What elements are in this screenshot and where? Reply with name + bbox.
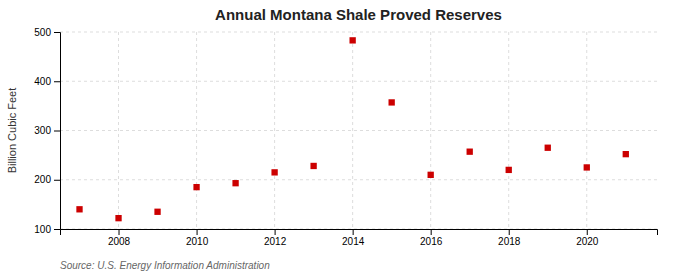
x-tick: 2010: [186, 229, 209, 247]
point: [467, 149, 473, 155]
chart: 2008 2010 2012 2014 2016 2018 2020 100 200 300 400…: [0, 0, 675, 275]
y-tick-mark: [54, 81, 60, 82]
x-grid-line: [586, 32, 587, 229]
point: [623, 151, 629, 157]
x-tick-mark: [197, 229, 198, 235]
x-tick-mark: [353, 229, 354, 235]
x-tick: 2016: [420, 229, 443, 247]
x-tick: 2014: [342, 229, 365, 247]
y-tick-label: 500: [34, 27, 51, 38]
x-tick: 2008: [108, 229, 131, 247]
point: [193, 184, 199, 190]
y-axis: 100 200 300 400 500: [34, 27, 60, 235]
point: [506, 167, 512, 173]
x-tick-label: 2016: [420, 236, 443, 247]
y-tick-label: 100: [34, 224, 51, 235]
x-grid-line: [118, 32, 119, 229]
x-grid-line: [508, 32, 509, 229]
point: [584, 164, 590, 170]
y-axis-label: Billion Cubic Feet: [6, 88, 18, 174]
y-tick-mark: [54, 229, 60, 230]
point: [310, 163, 316, 169]
x-grid-line: [430, 32, 431, 229]
x-tick-label: 2008: [108, 236, 131, 247]
y-grid-line: [60, 130, 657, 131]
x-tick-label: 2018: [498, 236, 521, 247]
point: [271, 169, 277, 175]
y-tick: 400: [34, 76, 60, 87]
point: [428, 172, 434, 178]
x-tick-label: 2012: [264, 236, 287, 247]
title: Annual Montana Shale Proved Reserves: [215, 6, 502, 23]
x-tick-mark: [119, 229, 120, 235]
point: [232, 180, 238, 186]
x-tick-label: 2010: [186, 236, 209, 247]
point: [115, 215, 121, 221]
x-grid-line: [352, 32, 353, 229]
y-grid-line: [60, 81, 657, 82]
point: [154, 209, 160, 215]
y-tick-label: 200: [34, 174, 51, 185]
y-tick: 300: [34, 125, 60, 136]
x-axis-line: [61, 230, 658, 236]
x-axis: 2008 2010 2012 2014 2016 2018 2020: [61, 229, 658, 247]
point: [76, 206, 82, 212]
x-tick: 2020: [576, 229, 599, 247]
y-tick-mark: [54, 180, 60, 181]
points: [76, 37, 629, 221]
y-axis-line: [54, 33, 61, 230]
grid: [60, 32, 657, 229]
annotation: Source: U.S. Energy Information Administ…: [60, 260, 270, 271]
y-tick: 500: [34, 27, 60, 38]
y-grid-line: [60, 179, 657, 180]
y-tick-label: 400: [34, 76, 51, 87]
point: [545, 145, 551, 151]
x-tick: 2012: [264, 229, 287, 247]
x-tick-mark: [509, 229, 510, 235]
x-tick-mark: [587, 229, 588, 235]
y-tick-label: 300: [34, 125, 51, 136]
x-tick-label: 2020: [576, 236, 599, 247]
y-grid-line: [60, 32, 657, 33]
y-tick: 100: [34, 224, 60, 235]
y-tick-mark: [54, 131, 60, 132]
point: [349, 37, 355, 43]
x-grid-line: [196, 32, 197, 229]
x-tick-mark: [275, 229, 276, 235]
y-tick-mark: [54, 32, 60, 33]
x-grid-line: [274, 32, 275, 229]
point: [389, 99, 395, 105]
x-tick-label: 2014: [342, 236, 365, 247]
x-tick: 2018: [498, 229, 521, 247]
x-tick-mark: [431, 229, 432, 235]
y-tick: 200: [34, 174, 60, 185]
